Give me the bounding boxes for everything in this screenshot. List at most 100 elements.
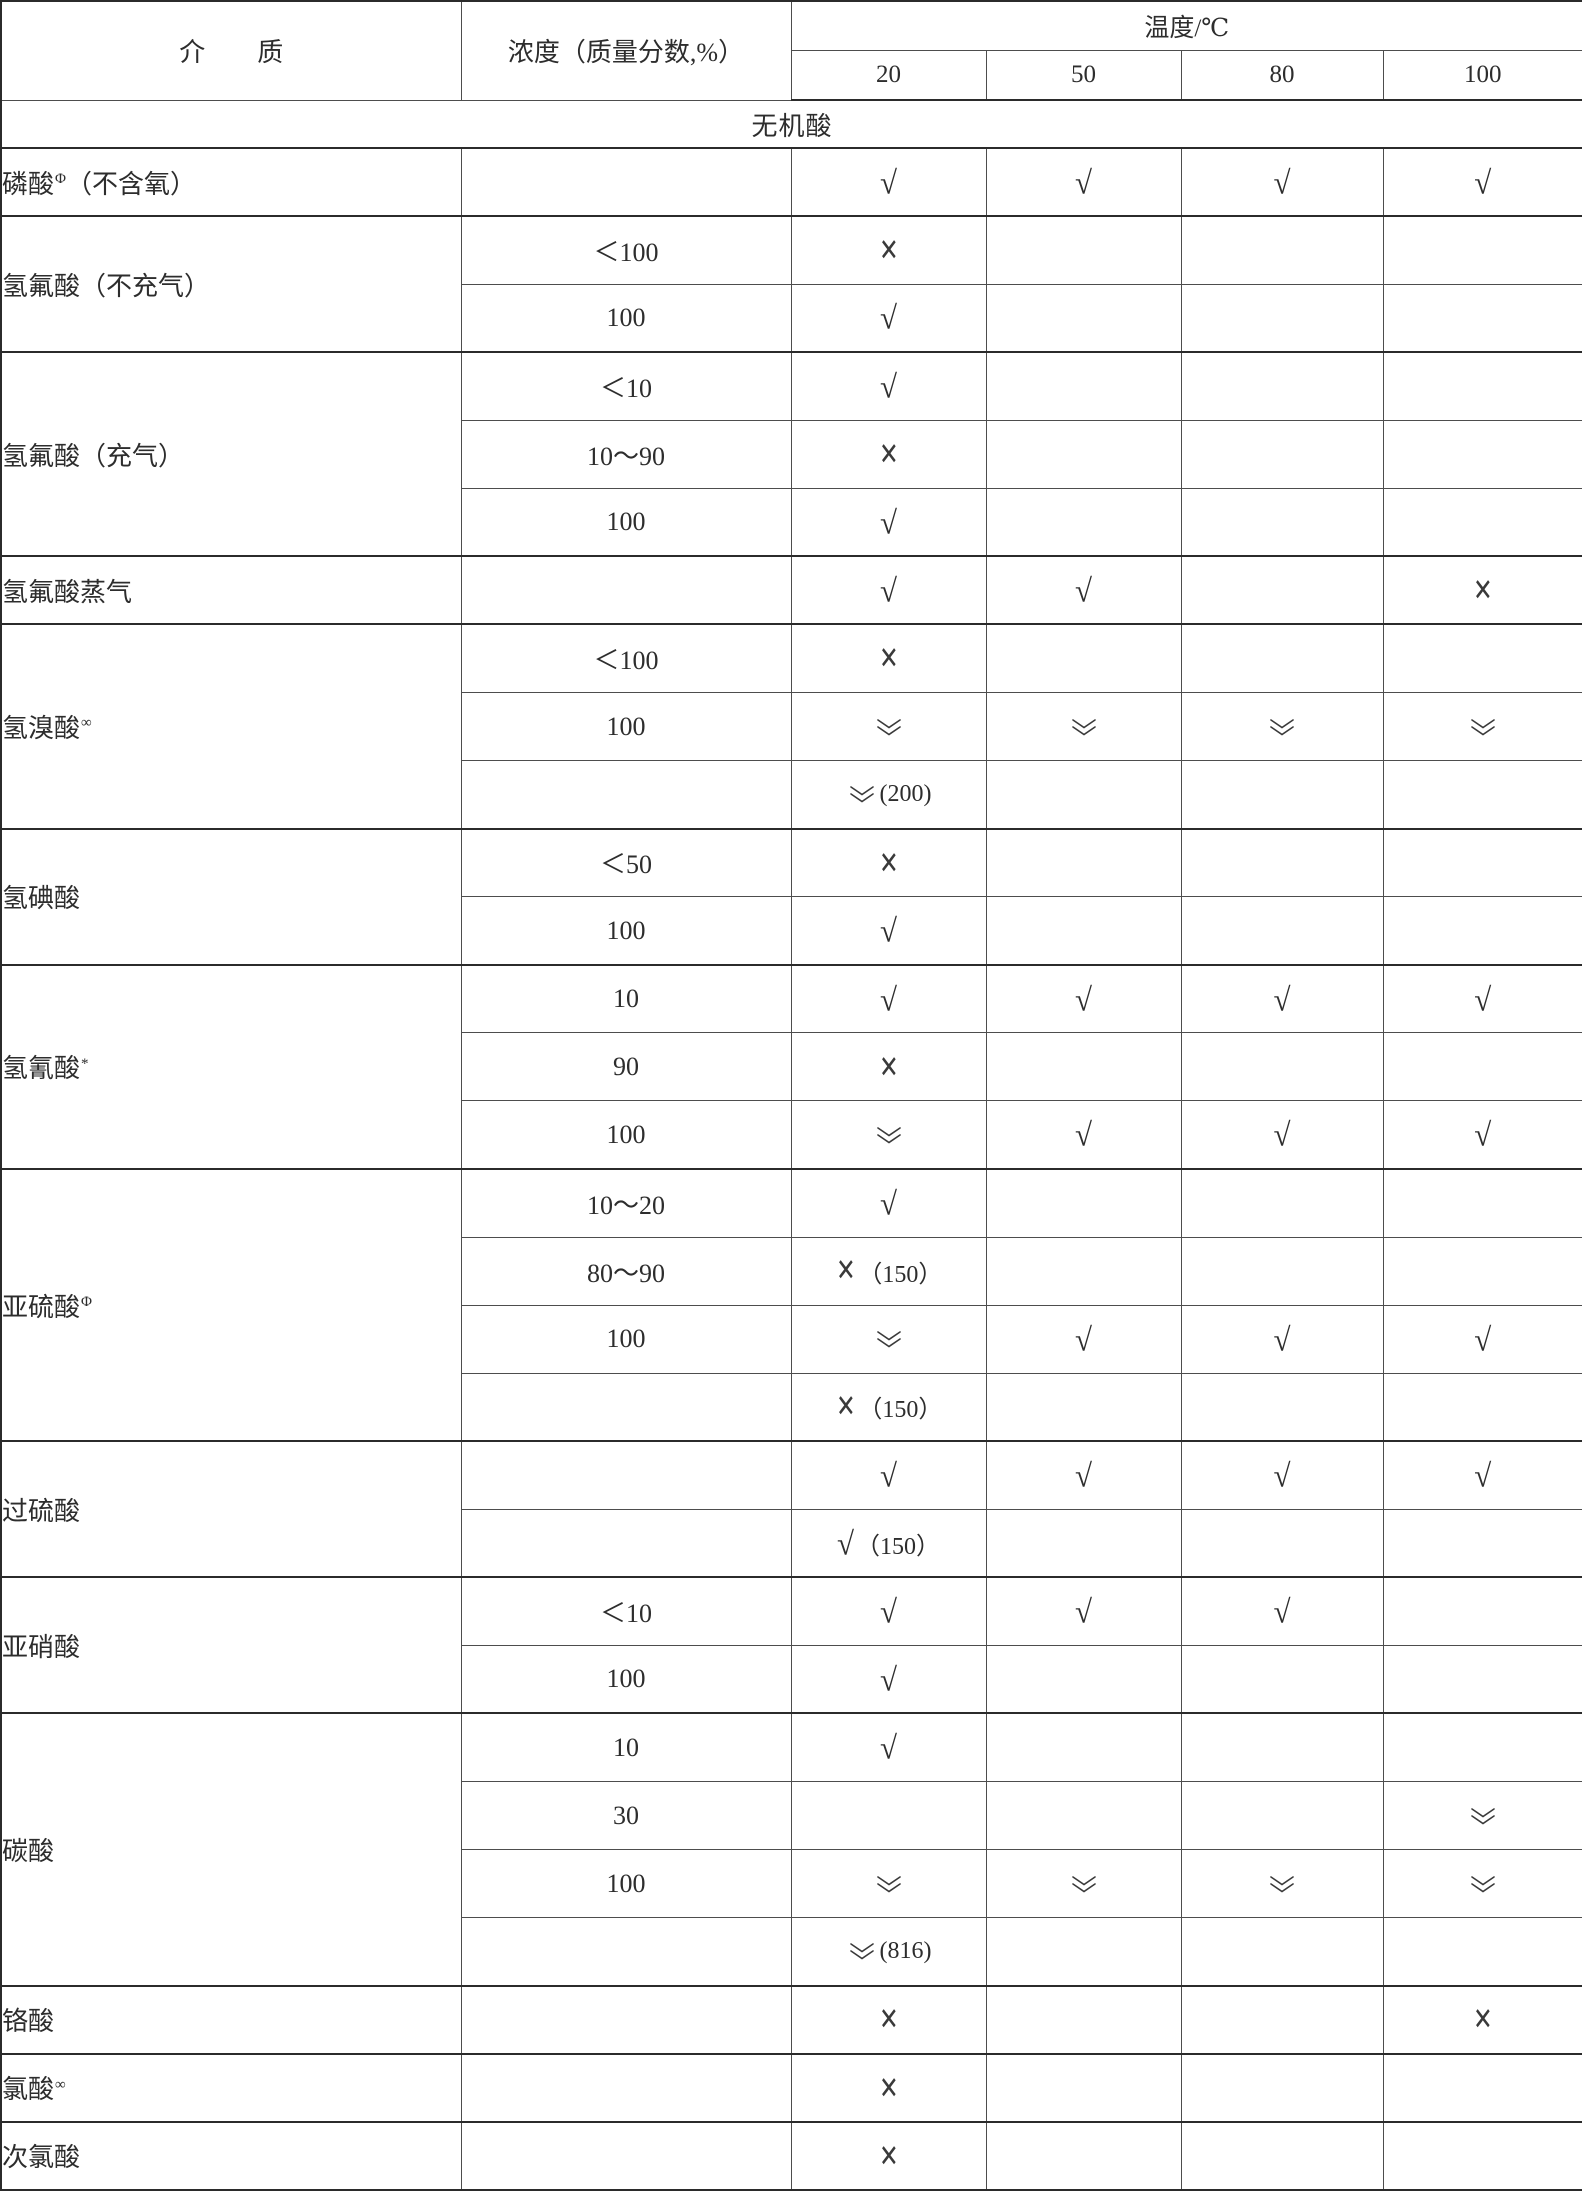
check-icon: √ xyxy=(1273,1593,1291,1630)
medium-name: 过硫酸 xyxy=(2,1496,81,1526)
rating-cell: √ xyxy=(1382,1304,1582,1374)
table-row: 氢氟酸（充气） ＜10 √ xyxy=(0,351,1582,557)
rating-cell xyxy=(1180,555,1384,625)
check-icon: √ xyxy=(1273,1457,1291,1494)
rating-cell xyxy=(985,487,1182,557)
rating-cell: √ xyxy=(985,963,1182,1034)
medium-name: 氢氰酸 xyxy=(2,1054,81,1084)
rating-cell xyxy=(1382,1576,1582,1646)
rating-cell xyxy=(1382,1167,1582,1238)
medium-superscript: Φ xyxy=(55,170,66,187)
rating-cell: (816) xyxy=(790,1917,987,1987)
concentration-cell: 100 xyxy=(460,1849,792,1919)
rating-cell xyxy=(985,1849,1182,1919)
rating-cell xyxy=(985,1712,1182,1783)
concentration-cell xyxy=(460,1508,792,1578)
table-row: 铬酸 ✕ ✕ xyxy=(0,1984,1582,2055)
rating-cell xyxy=(1382,2052,1582,2123)
table-row: 100 √ xyxy=(1,487,1582,557)
double-chevron-down-icon xyxy=(1467,717,1499,739)
rating-cell xyxy=(790,1304,987,1374)
rating-cell: √ xyxy=(1180,1304,1384,1374)
check-icon: √ xyxy=(1074,163,1092,201)
rating-cell xyxy=(1180,1236,1384,1306)
rating-cell xyxy=(985,692,1182,762)
temperature-limit-note: （150） xyxy=(858,1261,943,1288)
rating-cell xyxy=(985,215,1182,285)
check-icon: √ xyxy=(1074,572,1092,609)
rating-cell xyxy=(1382,760,1582,830)
table-row: 100 xyxy=(1,1849,1582,1919)
medium-cell: 氢碘酸 xyxy=(0,827,462,966)
medium-cell: 氢氟酸蒸气 xyxy=(0,555,462,625)
double-chevron-down-icon xyxy=(1068,717,1100,739)
check-icon: √ xyxy=(879,368,897,405)
table-row: 100 √ √ √ xyxy=(1,1100,1582,1170)
col-header-temp-80: 80 xyxy=(1180,50,1384,101)
rating-cell xyxy=(1180,692,1384,762)
medium-cell: 碳酸 xyxy=(0,1712,462,1987)
double-chevron-down-icon xyxy=(846,1941,878,1963)
check-icon: √ xyxy=(1474,163,1492,201)
rating-cell xyxy=(1180,351,1384,421)
check-icon: √ xyxy=(1273,980,1291,1018)
rating-cell: √ xyxy=(790,555,987,625)
section-row-inorganic-acids: 无机酸 xyxy=(0,99,1582,150)
medium-cell: 氢氟酸（充气） xyxy=(0,351,462,557)
rating-cell: √ xyxy=(985,1304,1182,1374)
double-chevron-down-icon xyxy=(1266,717,1298,739)
rating-cell xyxy=(1180,623,1384,694)
cross-icon: ✕ xyxy=(878,2002,899,2038)
check-icon: √ xyxy=(1474,1320,1492,1358)
check-icon: √ xyxy=(1074,1457,1092,1494)
rating-cell xyxy=(1382,2120,1582,2191)
medium-cell: 亚硝酸 xyxy=(0,1576,462,1714)
rating-cell xyxy=(1180,487,1384,557)
table-row: 氯酸∞ ✕ xyxy=(0,2052,1582,2123)
rating-cell: ✕ xyxy=(1382,555,1582,625)
medium-superscript: Φ xyxy=(81,1293,92,1310)
check-icon: √ xyxy=(879,1660,897,1698)
temperature-limit-note: (816) xyxy=(879,1938,932,1965)
table-row: 10～90 ✕ xyxy=(1,419,1582,489)
check-icon: √ xyxy=(879,503,897,541)
rating-cell xyxy=(1382,623,1582,694)
medium-name: 碳酸 xyxy=(2,1837,55,1867)
rating-cell xyxy=(1382,215,1582,285)
rating-cell: √ xyxy=(1180,1576,1384,1646)
cross-icon: ✕ xyxy=(835,1253,856,1288)
rating-cell xyxy=(790,1849,987,1919)
table-row: (816) xyxy=(1,1917,1582,1987)
rating-cell: √ xyxy=(1180,147,1384,217)
rating-cell: √ xyxy=(790,283,987,353)
rating-cell xyxy=(1382,827,1582,898)
medium-cell: 过硫酸 xyxy=(0,1440,462,1578)
concentration-cell: 80～90 xyxy=(460,1236,792,1306)
rating-cell xyxy=(790,692,987,762)
rating-cell xyxy=(985,2120,1182,2191)
concentration-cell: 90 xyxy=(460,1032,792,1102)
col-header-temp-100: 100 xyxy=(1382,50,1582,101)
col-header-temperature: 温度/℃ xyxy=(790,0,1582,51)
rating-cell xyxy=(985,760,1182,830)
rating-cell: √ xyxy=(1382,147,1582,217)
rating-cell: ✕ xyxy=(790,623,987,694)
medium-cell: 磷酸Φ（不含氧） xyxy=(0,147,462,217)
concentration-cell xyxy=(460,147,792,217)
rating-cell: ✕ xyxy=(790,2052,987,2123)
col-header-concentration: 浓度（质量分数,%） xyxy=(460,0,792,101)
rating-cell xyxy=(1180,419,1384,489)
concentration-cell xyxy=(460,2052,792,2123)
rating-cell xyxy=(1180,283,1384,353)
table-row: 100 √ xyxy=(1,1644,1582,1714)
check-icon: √ xyxy=(879,572,897,609)
rating-cell xyxy=(790,1781,987,1851)
concentration-cell: 10 xyxy=(460,963,792,1034)
medium-name: 铬酸 xyxy=(2,2007,55,2037)
rating-cell xyxy=(1180,2120,1384,2191)
table-row: 100 xyxy=(1,692,1582,762)
rating-cell xyxy=(985,1508,1182,1578)
cross-icon: ✕ xyxy=(835,1388,856,1424)
table-row: 氢氟酸（不充气） ＜100 ✕ xyxy=(0,215,1582,353)
rating-cell xyxy=(985,351,1182,421)
